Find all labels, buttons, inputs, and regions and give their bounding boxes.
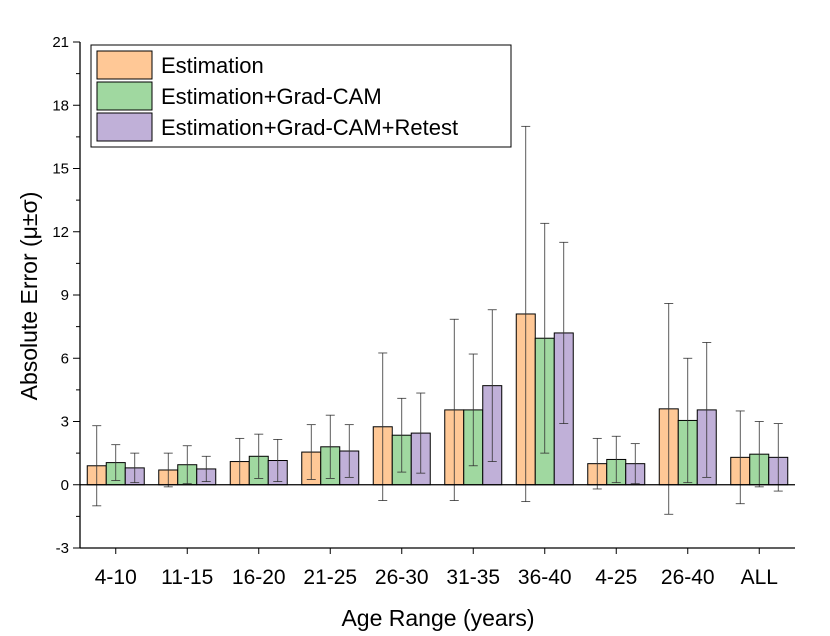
error-bar — [559, 241, 569, 425]
tick-labels-layer: 4-10 11-15 16-20 21-25 26-30 31-35 36-40 4-25 26… — [52, 34, 778, 589]
x-tick-label: 4-25 — [595, 566, 637, 589]
error-bar — [378, 352, 388, 501]
error-bar — [163, 452, 173, 488]
error-bar — [254, 433, 264, 479]
error-bar — [182, 445, 192, 485]
error-bar — [735, 410, 745, 505]
axes-layer — [73, 41, 795, 554]
error-bar — [111, 444, 121, 481]
x-tick-label: 16-20 — [232, 566, 286, 589]
x-tick-label: 11-15 — [161, 566, 213, 589]
error-bar — [397, 397, 407, 473]
error-bar — [540, 222, 550, 454]
error-bar — [630, 443, 640, 485]
legend-label: Estimation — [161, 53, 264, 78]
error-bar — [592, 437, 602, 490]
y-tick-label: 12 — [52, 224, 69, 241]
bars-layer — [86, 313, 789, 486]
legend: Estimation Estimation+Grad-CAM Estimation+… — [90, 44, 512, 148]
y-tick-label: -3 — [56, 540, 69, 557]
y-tick-label: 15 — [52, 161, 69, 178]
error-bar — [416, 392, 426, 474]
error-bar — [273, 439, 283, 482]
error-bar — [92, 425, 102, 507]
x-tick-label: ALL — [741, 566, 778, 589]
legend-swatch — [96, 81, 153, 111]
x-tick-label: 36-40 — [518, 566, 572, 589]
y-tick-label: 21 — [52, 34, 69, 51]
error-bar — [130, 452, 140, 484]
legend-label: Estimation+Grad-CAM — [161, 84, 382, 109]
error-bar — [773, 423, 783, 492]
y-tick-label: 9 — [61, 287, 69, 304]
x-axis-title: Age Range (years) — [341, 605, 534, 631]
error-bar — [754, 421, 764, 488]
error-bar — [449, 318, 459, 501]
x-tick-label: 26-30 — [375, 566, 429, 589]
x-tick-label: 26-40 — [661, 566, 715, 589]
error-bars-layer — [92, 125, 783, 515]
error-bar — [664, 303, 674, 515]
legend-swatch — [96, 50, 153, 80]
x-tick-label: 21-25 — [303, 566, 357, 589]
legend-swatch — [96, 112, 153, 142]
error-bar — [201, 455, 211, 482]
error-bar — [306, 424, 316, 480]
error-bar — [702, 342, 712, 478]
error-bar — [468, 353, 478, 467]
error-bar — [325, 414, 335, 479]
y-tick-label: 3 — [61, 414, 69, 431]
error-bar — [344, 424, 354, 478]
x-tick-label: 4-10 — [95, 566, 137, 589]
y-tick-label: 6 — [61, 350, 69, 367]
y-axis-title: Absolute Error (μ±σ) — [16, 192, 42, 401]
y-tick-label: 0 — [61, 477, 69, 494]
legend-label: Estimation+Grad-CAM+Retest — [161, 115, 458, 140]
error-bar — [487, 309, 497, 462]
error-bar — [683, 357, 693, 484]
y-tick-label: 18 — [52, 97, 69, 114]
error-bar — [611, 435, 621, 484]
x-tick-label: 31-35 — [446, 566, 500, 589]
error-bar — [521, 125, 531, 503]
legend-box — [90, 44, 512, 148]
